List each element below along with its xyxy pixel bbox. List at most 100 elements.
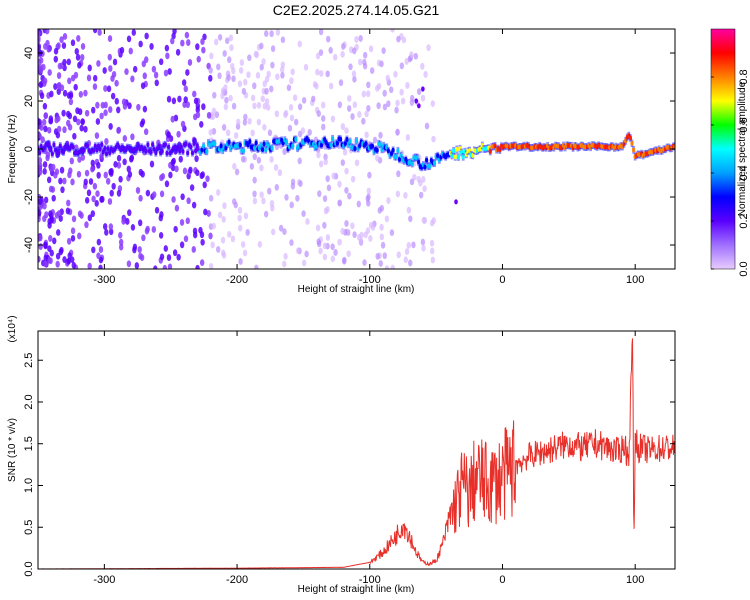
noise-speck [56,42,61,50]
noise-speck [259,63,264,71]
noise-speck [180,120,186,128]
ridge-point [219,143,223,149]
noise-speck [242,118,248,126]
noise-speck [153,265,158,269]
noise-speck [362,259,367,266]
noise-speck [399,88,404,96]
noise-speck [350,113,355,120]
noise-speck [193,97,199,105]
noise-speck [280,36,286,44]
ridge-point [217,147,222,152]
y-tick-label: 0 [23,146,35,152]
noise-speck [130,133,135,141]
ridge-point [428,163,432,169]
noise-speck [354,36,359,43]
noise-speck [209,52,214,60]
ridge-point [294,136,298,142]
noise-speck [315,68,320,76]
snr-x-ticks: -300 -200 -100 0 100 [93,331,644,586]
noise-speck [347,95,352,102]
noise-speck [139,120,145,128]
noise-speck [39,92,45,100]
noise-speck [182,167,188,175]
noise-speck [125,218,130,225]
noise-speck [267,129,273,137]
noise-speck [136,103,141,111]
x-tick-label: 0 [499,574,505,586]
ridge-point [353,146,357,151]
noise-speck [366,81,371,89]
noise-speck [361,90,367,98]
noise-speck [97,29,102,36]
noise-speck [221,124,227,131]
noise-speck [365,90,371,98]
ridge-point [480,143,484,148]
noise-speck [426,44,431,52]
noise-speck [289,77,294,85]
noise-speck [100,195,105,203]
noise-speck [58,177,63,185]
noise-speck [303,63,309,71]
noise-speck [176,253,181,261]
noise-speck [243,212,249,220]
noise-speck [98,264,103,269]
noise-speck [340,123,346,130]
snr-x-label: Height of straight line (km) [298,584,415,595]
noise-speck [118,238,124,246]
noise-speck [247,117,252,125]
noise-speck [364,131,369,139]
noise-speck [127,170,133,178]
noise-speck [274,110,280,118]
noise-speck [369,67,375,75]
noise-speck [352,75,357,83]
noise-speck [99,152,104,160]
noise-speck [199,120,204,128]
noise-speck [137,246,142,253]
ridge-point [254,140,258,146]
noise-speck [250,94,256,102]
noise-speck [108,106,113,113]
noise-speck [342,257,347,265]
noise-speck [189,184,195,192]
noise-speck [48,210,53,218]
noise-speck [56,88,61,96]
noise-speck [326,184,332,192]
noise-speck [171,97,177,105]
noise-speck [416,88,422,95]
ridge-point [417,159,421,165]
noise-speck [74,144,79,152]
noise-speck [80,43,86,50]
noise-speck [43,125,48,133]
noise-speck [70,234,76,242]
colorbar-tick-label: 0.0 [738,261,750,276]
colorbar-frame [710,28,736,270]
noise-speck [38,198,43,205]
x-tick-label: 0 [499,274,505,286]
noise-speck [100,101,105,109]
noise-speck [54,211,60,219]
noise-speck [180,193,185,201]
ridge-point [85,143,89,149]
noise-speck [323,153,328,161]
ridge-point [178,148,182,154]
noise-speck [323,158,328,166]
noise-speck [270,45,276,53]
noise-speck [65,207,71,215]
ridge-point [455,146,459,152]
noise-speck [151,65,157,73]
noise-speck [264,30,269,37]
noise-speck [406,241,411,249]
ridge-point [380,147,384,152]
ridge-point [103,146,107,151]
noise-speck [80,154,86,161]
ridge-point [213,141,217,147]
ridge-point [397,157,402,162]
noise-speck [238,66,244,74]
noise-speck [103,109,108,117]
noise-speck [90,159,95,167]
ridge-point [343,141,347,146]
ridge-point [163,142,167,148]
noise-speck [208,129,213,136]
noise-speck [283,252,288,260]
ridge-point [628,135,633,141]
